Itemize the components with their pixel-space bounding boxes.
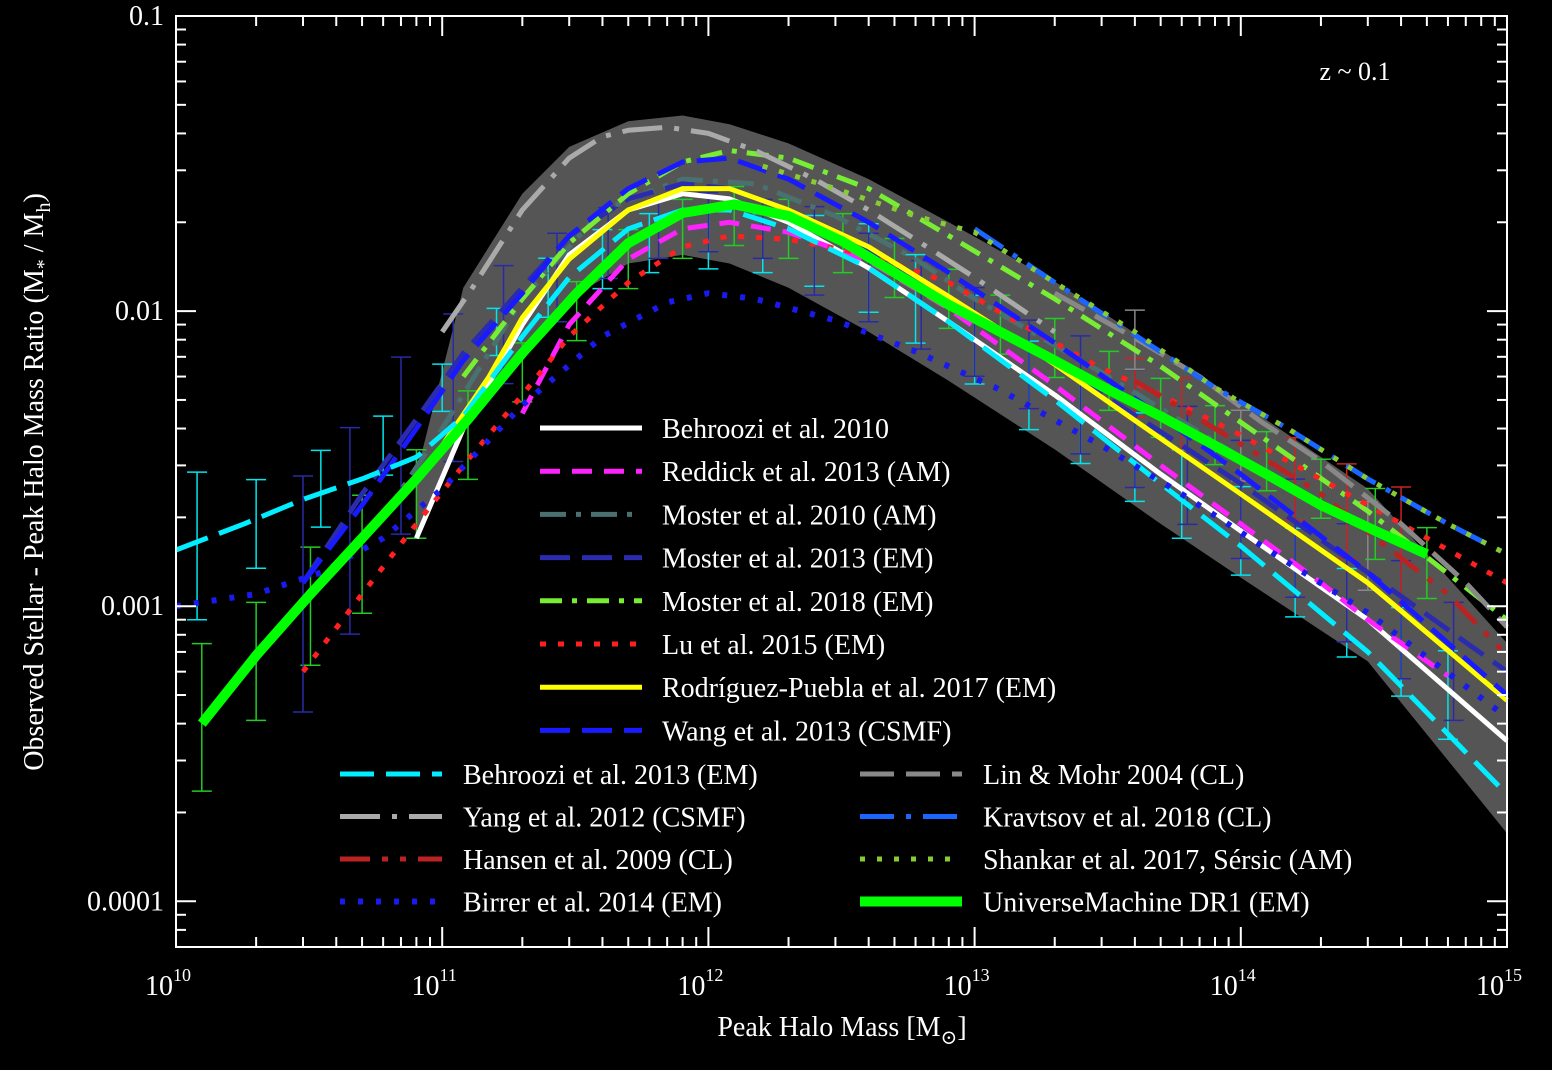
legend-label: Lu et al. 2015 (EM) [662,630,885,661]
error-bar [339,426,360,635]
legend-entry: Lin & Mohr 2004 (CL) [860,760,1244,791]
x-tick-label: 1015 [1476,965,1522,1002]
series-line [440,124,1057,334]
series-line [440,186,1509,703]
legend-entry: Birrer et al. 2014 (EM) [340,888,722,919]
legend-label: Moster et al. 2010 (AM) [662,500,937,531]
legend-label: Shankar et al. 2017, Sérsic (AM) [983,845,1352,876]
error-bar [1070,335,1091,455]
legend-label: Rodríguez-Puebla et al. 2017 (EM) [662,673,1056,704]
legend-entry: Behroozi et al. 2010 [540,414,889,445]
x-tick-label: 1012 [677,965,723,1002]
legend-entry: Behroozi et al. 2013 (EM) [340,760,758,791]
x-tick-label: 1011 [412,965,457,1002]
y-tick-label: 0.1 [129,1,164,32]
legend-entry: Moster et al. 2013 (EM) [540,544,933,575]
x-tick-label: 1014 [1210,965,1256,1002]
legend-label: Behroozi et al. 2013 (EM) [463,760,758,791]
series-line [1133,378,1509,658]
x-axis-label: Peak Halo Mass [M⊙] [717,1012,966,1049]
error-bar [293,475,314,713]
legend-entry: UniverseMachine DR1 (EM) [860,888,1310,919]
legend-entry: Kravtsov et al. 2018 (CL) [860,803,1272,834]
y-tick-label: 0.001 [101,591,164,622]
redshift-annotation: z ~ 0.1 [1319,57,1390,86]
legend-label: Moster et al. 2013 (EM) [662,544,933,575]
legend-label: Yang et al. 2012 (CSMF) [463,803,746,834]
legend-entry: Hansen et al. 2009 (CL) [340,845,733,876]
legend-label: Lin & Mohr 2004 (CL) [983,760,1244,791]
legend-label: Hansen et al. 2009 (CL) [463,845,733,876]
legend-entry: Moster et al. 2018 (EM) [540,587,933,618]
y-tick-label: 0.0001 [87,886,164,917]
error-bar [187,471,208,621]
error-bar [390,356,411,535]
y-axis-label: Observed Stellar - Peak Halo Mass Ratio … [19,193,55,771]
legend-label: Kravtsov et al. 2018 (CL) [983,803,1272,834]
legend-entry: Wang et al. 2013 (CSMF) [540,716,951,747]
legend-label: Birrer et al. 2014 (EM) [463,888,722,919]
tick-labels: 1010 1011 1012 1013 1014 1015 0.1 0.01 0.001 0.00… [87,1,1522,1002]
x-tick-label: 1013 [944,965,990,1002]
error-bar [1365,487,1386,561]
axis-ticks [175,16,1507,948]
legend-label: Moster et al. 2018 (EM) [662,587,933,618]
legend-entry: Moster et al. 2010 (AM) [540,500,937,531]
plot-frame [175,15,1508,948]
y-tick-label: 0.01 [115,296,164,327]
legend-entry: Reddick et al. 2013 (AM) [540,457,951,488]
legend-label: Reddick et al. 2013 (AM) [662,457,951,488]
series-layer [175,124,1509,797]
error-bar [1443,601,1464,722]
series-line [973,226,1509,557]
error-bar [246,478,267,569]
legend-entry: Lu et al. 2015 (EM) [540,630,885,661]
legend-entry: Yang et al. 2012 (CSMF) [340,803,746,834]
series-line [761,163,1509,557]
legend-entry: Rodríguez-Puebla et al. 2017 (EM) [540,673,1056,704]
legend-label: Behroozi et al. 2010 [662,414,889,445]
legend-entry: Shankar et al. 2017, Sérsic (AM) [860,845,1352,876]
error-bar [300,546,321,666]
legend-label: Wang et al. 2013 (CSMF) [662,716,951,747]
series-line [381,176,1243,519]
series-line [197,199,1429,727]
error-bar [1018,319,1039,410]
legend: Behroozi et al. 2010 Reddick et al. 2013 … [340,414,1352,919]
error-bar [310,449,331,528]
x-tick-label: 1010 [145,965,191,1002]
legend-label: UniverseMachine DR1 (EM) [983,888,1310,919]
series-line [461,148,1509,622]
